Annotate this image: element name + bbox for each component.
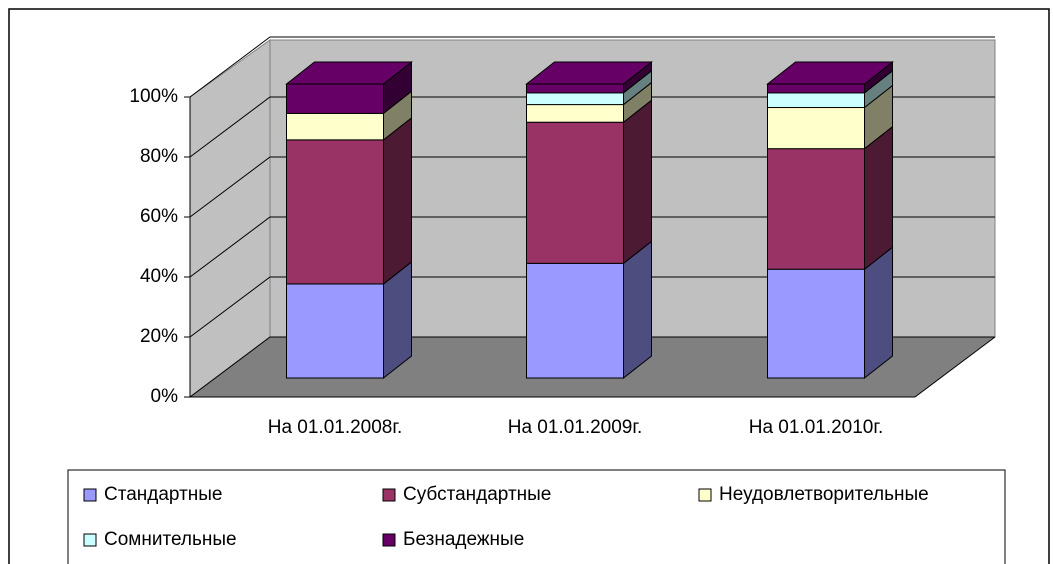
bar-segment [526,121,624,264]
bar-top [766,61,894,85]
bar-segment [286,112,384,141]
grid-line [189,336,995,398]
bar-segment [526,104,624,123]
bar-segment [767,148,865,270]
bar-segment [767,83,865,94]
y-tick-label: 40% [140,266,178,287]
bar-segment [767,92,865,109]
x-tick-label: На 01.01.2009г. [508,417,643,438]
legend-label: Субстандартные [403,484,551,505]
bar-top [285,61,413,85]
bar-segment [767,268,865,379]
bar-segment [526,92,624,106]
bar-side [864,246,893,380]
legend-swatch [83,533,97,547]
y-tick-label: 20% [140,326,178,347]
bar-segment [767,107,865,150]
grid-line [189,96,995,158]
legend-label: Сомнительные [104,529,237,550]
bar-segment [286,283,384,379]
legend-swatch [698,488,712,502]
legend-label: Стандартные [104,484,223,505]
bar-side [623,240,652,380]
y-tick-label: 60% [140,206,178,227]
bar-side [864,125,893,271]
x-tick-label: На 01.01.2010г. [749,417,884,438]
y-tick-label: 100% [129,86,178,107]
legend-swatch [83,488,97,502]
bar-top [525,61,653,85]
bar-segment [286,83,384,114]
legend-label: Безнадежные [403,529,524,550]
legend-swatch [382,488,396,502]
bar-segment [286,139,384,285]
bar-segment [526,262,624,379]
y-tick-label: 0% [151,386,179,407]
bar-side [383,116,412,285]
bar-segment [526,83,624,94]
grid-line [189,276,995,338]
bar-side [623,99,652,265]
legend-box [67,469,1006,564]
legend-swatch [382,533,396,547]
x-tick-label: На 01.01.2008г. [268,417,403,438]
grid-line [189,216,995,278]
grid-line [189,156,995,218]
side-wall [189,39,271,398]
legend-label: Неудовлетворительные [719,484,929,505]
grid-line [189,36,995,98]
floor-edge [914,336,996,398]
y-tick-label: 80% [140,146,178,167]
